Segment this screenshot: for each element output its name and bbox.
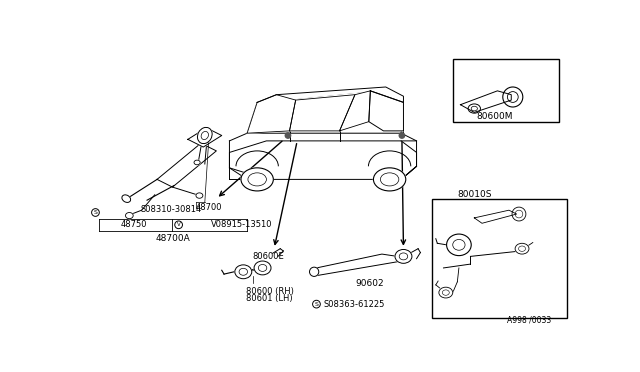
Text: 90602: 90602: [355, 279, 383, 288]
Circle shape: [285, 133, 291, 138]
Ellipse shape: [235, 265, 252, 279]
Ellipse shape: [125, 212, 133, 219]
Polygon shape: [474, 210, 516, 223]
Polygon shape: [460, 91, 511, 112]
Text: 80601 (LH): 80601 (LH): [246, 294, 292, 303]
Text: V: V: [177, 222, 180, 227]
Polygon shape: [289, 95, 355, 131]
Text: 48700A: 48700A: [155, 234, 190, 243]
Polygon shape: [157, 143, 216, 187]
Text: S: S: [93, 210, 97, 215]
Bar: [452, 58, 559, 122]
Ellipse shape: [198, 127, 212, 144]
Circle shape: [399, 133, 404, 138]
Text: 80600M: 80600M: [476, 112, 513, 121]
Ellipse shape: [373, 168, 406, 191]
Text: S: S: [314, 302, 318, 307]
Polygon shape: [188, 128, 221, 147]
Text: 80600 (RH): 80600 (RH): [246, 286, 294, 295]
Ellipse shape: [395, 250, 412, 263]
Polygon shape: [316, 254, 397, 276]
Bar: [432, 199, 566, 318]
Polygon shape: [247, 95, 296, 133]
Text: 48700: 48700: [196, 203, 222, 212]
Text: S08310-30814: S08310-30814: [140, 205, 202, 214]
Ellipse shape: [254, 261, 271, 275]
Text: A998 /0033: A998 /0033: [507, 316, 551, 325]
Circle shape: [512, 207, 526, 221]
Text: V08915-13510: V08915-13510: [211, 220, 273, 229]
Ellipse shape: [241, 168, 273, 191]
Text: S08363-61225: S08363-61225: [323, 299, 385, 309]
Ellipse shape: [196, 193, 203, 198]
Circle shape: [503, 87, 523, 107]
Polygon shape: [257, 87, 403, 102]
Circle shape: [310, 267, 319, 276]
Text: 48750: 48750: [121, 220, 147, 229]
Ellipse shape: [515, 243, 529, 254]
Ellipse shape: [122, 195, 131, 202]
Ellipse shape: [447, 234, 471, 256]
Ellipse shape: [439, 287, 452, 298]
Polygon shape: [247, 91, 403, 133]
Ellipse shape: [468, 104, 481, 113]
Polygon shape: [369, 91, 403, 131]
Polygon shape: [340, 91, 371, 131]
Text: 80600E: 80600E: [253, 252, 284, 261]
Text: 80010S: 80010S: [457, 190, 492, 199]
Polygon shape: [230, 141, 417, 179]
Ellipse shape: [194, 160, 200, 165]
